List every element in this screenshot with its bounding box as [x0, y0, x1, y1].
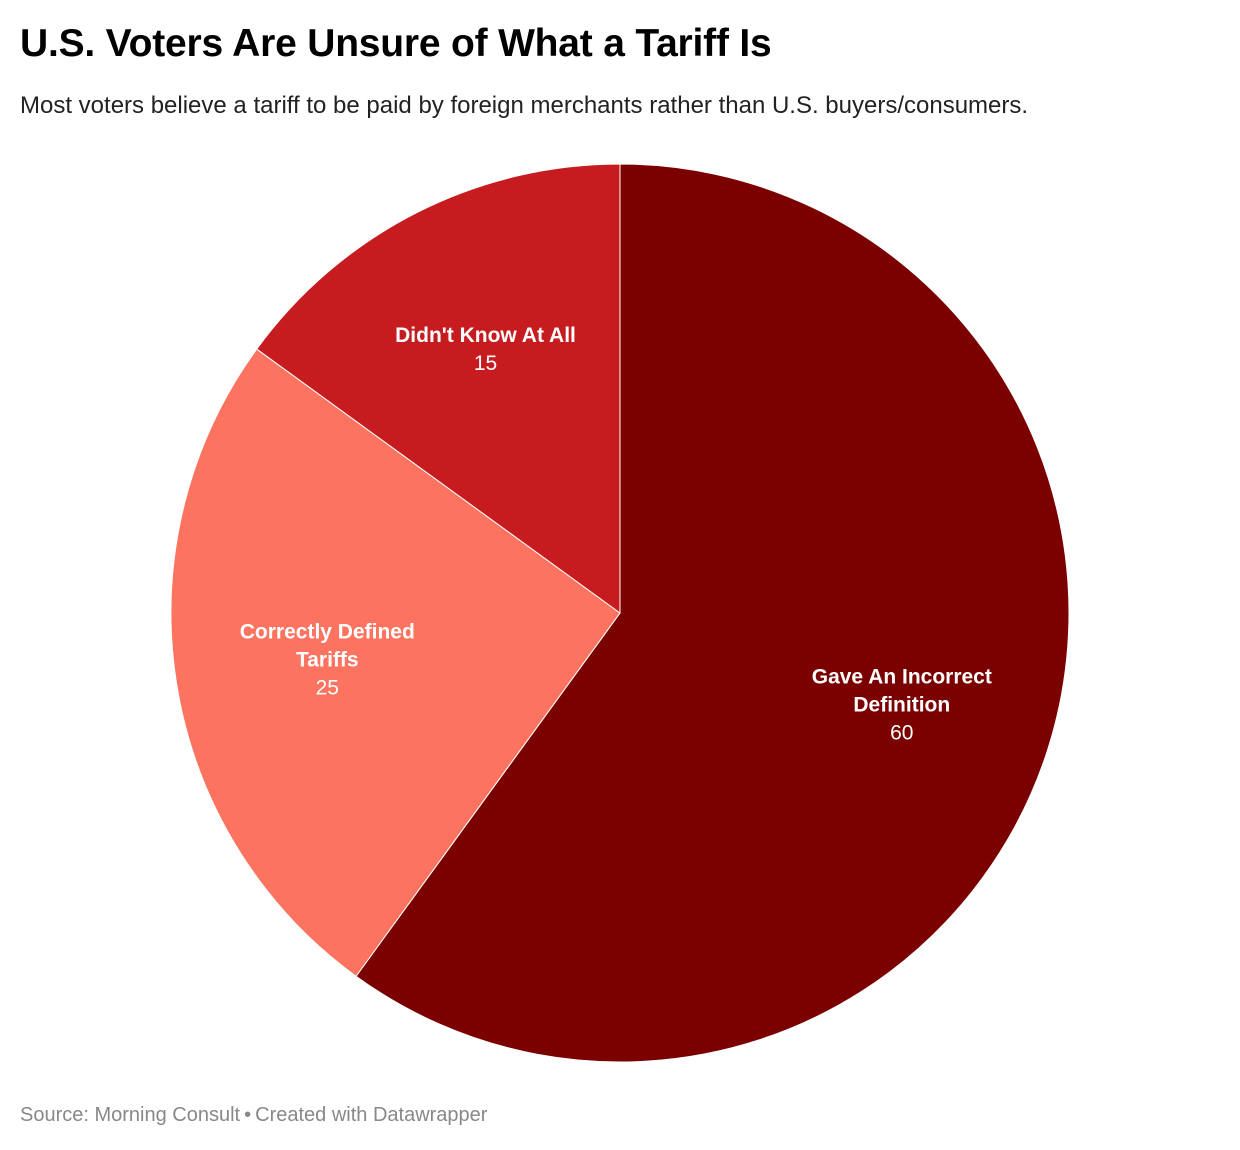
- chart-title: U.S. Voters Are Unsure of What a Tariff …: [20, 22, 772, 65]
- chart-footer: Source: Morning Consult • Created with Dat…: [20, 1104, 487, 1127]
- slice-label-0: Gave An Incorrect Definition: [812, 666, 992, 717]
- slice-label-1: Correctly Defined Tariffs: [240, 620, 415, 671]
- chart-subtitle: Most voters believe a tariff to be paid …: [20, 92, 1029, 119]
- footer-separator: •: [244, 1104, 252, 1126]
- pie-labels: Gave An Incorrect Definition 60 Correctly D…: [240, 324, 992, 745]
- pie-slice-2: [256, 163, 621, 614]
- pie-slice-1: [170, 348, 621, 977]
- slice-value-2: 15: [474, 352, 497, 375]
- pie-slice-0: [355, 163, 1070, 1063]
- slice-label-line: Didn't Know At All: [395, 324, 576, 347]
- slice-label-line: Tariffs: [296, 648, 359, 671]
- slice-label-line: Definition: [853, 694, 950, 717]
- source-note: Source: Morning Consult: [20, 1104, 241, 1126]
- credit-note: Created with Datawrapper: [255, 1104, 488, 1126]
- slice-value-1: 25: [316, 676, 339, 699]
- slice-label-line: Correctly Defined: [240, 620, 415, 643]
- slice-label-2: Didn't Know At All: [395, 324, 576, 347]
- slice-value-0: 60: [890, 722, 913, 745]
- slice-label-line: Gave An Incorrect: [812, 666, 992, 689]
- pie-slices: [170, 163, 1070, 1063]
